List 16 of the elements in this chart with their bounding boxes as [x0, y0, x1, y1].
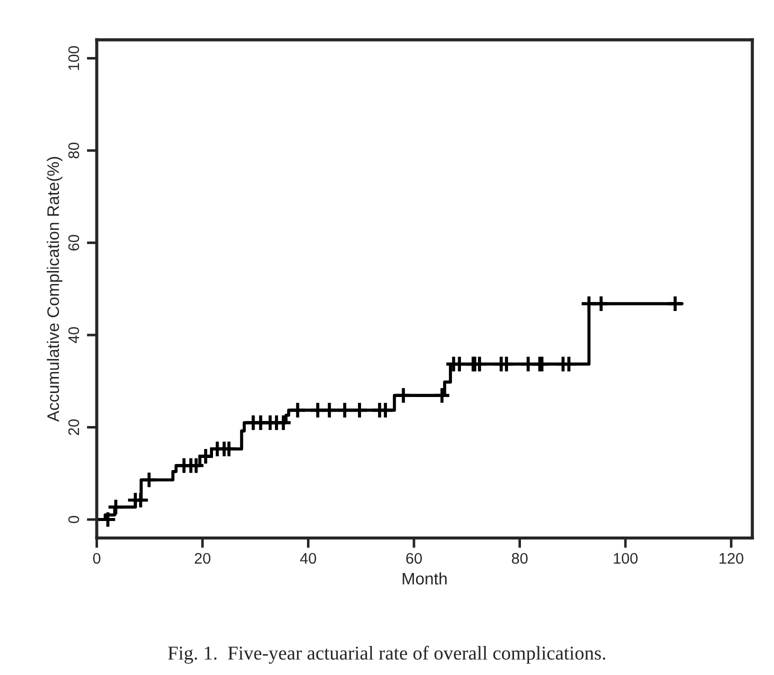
x-tick-label: 80 — [512, 552, 528, 564]
x-tick-label: 100 — [614, 552, 638, 564]
y-tick-label: 40 — [68, 327, 80, 344]
y-tick-label: 60 — [68, 234, 80, 250]
y-tick-label: 0 — [68, 516, 80, 524]
x-tick-label: 120 — [720, 552, 744, 564]
y-axis-title: Accumulative Complication Rate(%) — [46, 157, 62, 422]
x-tick-label: 60 — [406, 552, 422, 564]
x-axis-title: Month — [402, 572, 447, 585]
y-tick-label: 100 — [68, 46, 80, 70]
y-tick-label: 20 — [68, 419, 80, 435]
caption: Fig. 1. Five-year actuarial rate of overall complications. — [168, 646, 606, 664]
x-tick-label: 0 — [93, 552, 100, 564]
x-tick-label: 40 — [300, 552, 316, 564]
y-tick-label: 80 — [68, 142, 80, 158]
x-tick-label: 20 — [194, 552, 210, 564]
